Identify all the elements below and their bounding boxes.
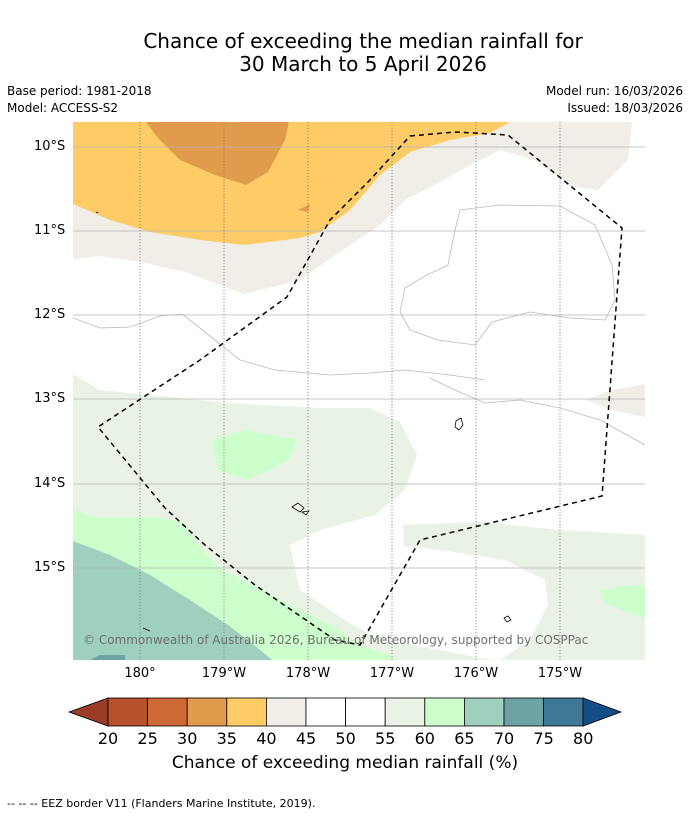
colorbar-box: [463, 697, 505, 727]
model-name: Model: ACCESS-S2: [7, 101, 119, 115]
lat-label: 13°S: [34, 391, 66, 406]
colorbar-box: [226, 697, 267, 727]
lat-label: 11°S: [34, 223, 66, 238]
island-outline: [95, 211, 99, 214]
lon-label: 176°W: [453, 666, 499, 681]
region-30-35: [146, 122, 289, 185]
contour-line: [399, 204, 616, 346]
lat-label: 12°S: [34, 307, 66, 322]
colorbar: [67, 697, 623, 727]
lon-label: 175°W: [537, 666, 583, 681]
islands: [95, 211, 512, 632]
lon-label: 179°W: [201, 666, 247, 681]
colorbar-tick-label: 45: [295, 729, 317, 748]
contour-lines: [73, 204, 645, 446]
colorbar-tick-label: 40: [256, 729, 277, 748]
colorbar-box: [424, 697, 465, 727]
lat-label: 15°S: [34, 560, 66, 575]
colorbar-arrow-low: [67, 697, 109, 727]
colorbar-tick-label: 35: [216, 729, 237, 748]
issued-date: Issued: 18/03/2026: [567, 101, 683, 115]
region-60-65-island: [212, 430, 298, 480]
region-70-75: [90, 655, 125, 660]
title-line-2: 30 March to 5 April 2026: [239, 52, 487, 76]
eez-legend: -- -- -- EEZ border V11 (Flanders Marine…: [7, 797, 316, 810]
region-white-hole: [365, 580, 460, 618]
colorbar-box: [345, 697, 386, 727]
region-30-35-spot: [298, 204, 310, 212]
colorbar-tick-label: 50: [335, 729, 356, 748]
meta-left: Base period: 1981-2018 Model: ACCESS-S2: [7, 83, 152, 117]
title-line-1: Chance of exceeding the median rainfall …: [143, 29, 583, 53]
colorbar-tick-label: 65: [454, 729, 475, 748]
lon-label: 178°W: [285, 666, 331, 681]
contour-line: [73, 313, 486, 381]
lon-label: 180°: [124, 666, 156, 681]
region-65-70: [73, 541, 272, 660]
colorbar-tick-label: 55: [375, 729, 396, 748]
island-outline: [142, 627, 151, 632]
lon-label: 177°W: [369, 666, 415, 681]
latitude-grid: [73, 146, 645, 569]
copyright-notice: © Commonwealth of Australia 2026, Bureau…: [83, 633, 589, 647]
colorbar-tick-label: 60: [414, 729, 435, 748]
map-fill-layer: [73, 122, 645, 660]
island-outline: [503, 615, 512, 623]
colorbar-box: [305, 697, 346, 727]
region-60-65-east: [600, 585, 645, 618]
colorbar-tick-label: 75: [533, 729, 554, 748]
chart-title: Chance of exceeding the median rainfall …: [0, 30, 690, 76]
colorbar-boxes: [107, 697, 584, 727]
island-outline: [300, 510, 310, 516]
colorbar-title: Chance of exceeding median rainfall (%): [171, 753, 519, 773]
island-outline: [454, 417, 464, 431]
colorbar-box: [265, 697, 307, 727]
colorbar-box: [384, 697, 426, 727]
contour-line: [429, 377, 645, 446]
region-55-60-east: [403, 522, 645, 660]
model-run: Model run: 16/03/2026: [545, 84, 683, 98]
base-period: Base period: 1981-2018: [7, 84, 152, 98]
colorbar-box: [147, 697, 188, 727]
colorbar-tick-label: 70: [493, 729, 515, 748]
lat-label: 14°S: [34, 476, 66, 491]
lat-label: 10°S: [34, 139, 66, 154]
colorbar-tick-label: 20: [97, 729, 119, 748]
island-outline: [291, 502, 305, 513]
colorbar-arrow-high: [582, 697, 623, 727]
colorbar-tick-label: 30: [177, 729, 198, 748]
meta-right: Model run: 16/03/2026 Issued: 18/03/2026: [546, 83, 683, 117]
colorbar-tick-label: 25: [137, 729, 158, 748]
colorbar-tick-label: 80: [573, 729, 594, 748]
colorbar-box: [503, 697, 544, 727]
region-40-45-east: [586, 384, 645, 417]
colorbar-box: [107, 697, 148, 727]
colorbar-box: [543, 697, 584, 727]
colorbar-box: [186, 697, 228, 727]
